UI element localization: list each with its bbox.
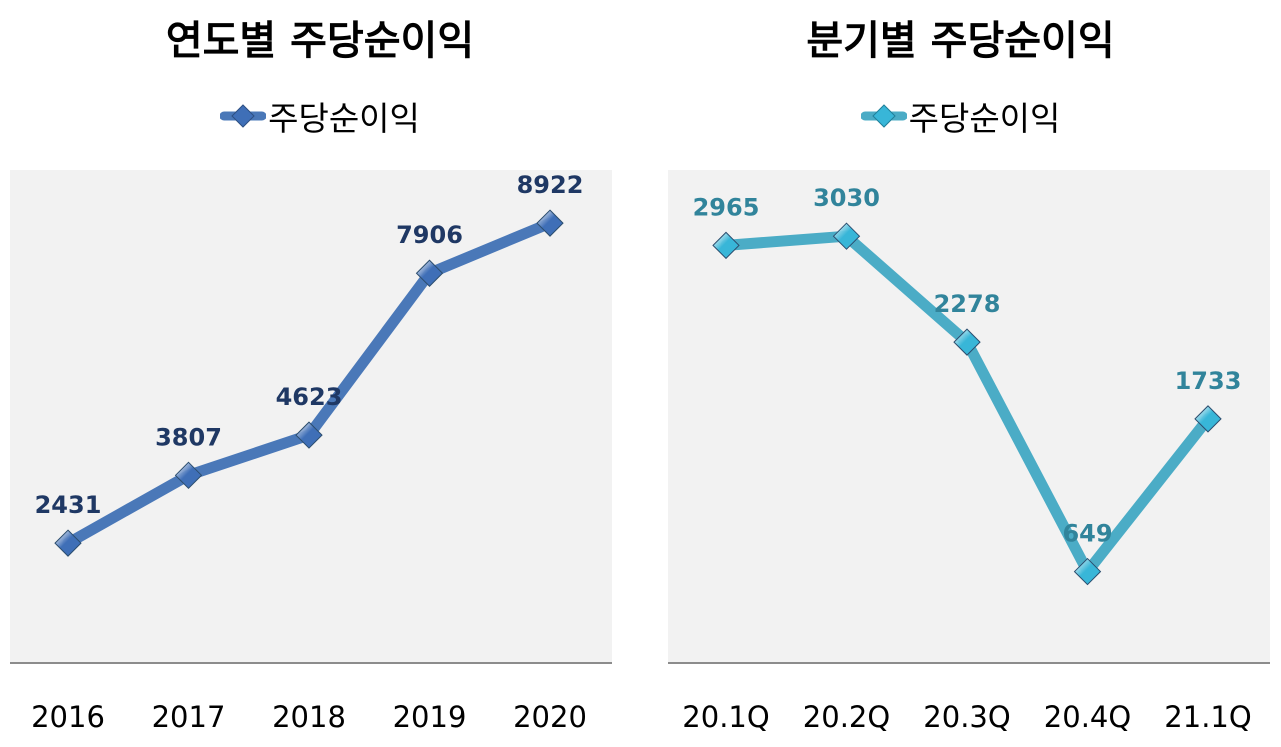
quarterly-series-line [720, 230, 1214, 578]
annual-x-tick-label: 2019 [393, 700, 467, 734]
quarterly-data-label: 649 [1062, 520, 1112, 548]
annual-data-point [295, 421, 323, 449]
quarterly-data-label: 2278 [934, 290, 1001, 318]
annual-chart-svg: 2431 3807 4623 7906 8922 2016 2017 2018 2019 2020 [31, 171, 587, 734]
annual-x-tick-label: 2017 [152, 700, 226, 734]
quarterly-chart-legend: 주당순이익 [640, 92, 1281, 140]
quarterly-x-tick-label: 20.4Q [1044, 700, 1131, 734]
quarterly-legend-line-marker-icon [860, 104, 907, 128]
annual-data-label: 8922 [517, 171, 584, 199]
annual-x-tick-label: 2020 [513, 700, 587, 734]
annual-x-tick-label: 2016 [31, 700, 105, 734]
annual-x-tick-label: 2018 [272, 700, 346, 734]
annual-legend-label: 주당순이익 [268, 99, 420, 138]
quarterly-data-point [832, 222, 861, 250]
annual-data-point [415, 259, 444, 287]
quarterly-data-label: 2965 [693, 193, 760, 221]
annual-eps-chart-panel: 연도별 주당순이익 주당순이익 2431 3807 4623 7906 8922 2016… [0, 0, 640, 747]
quarterly-eps-chart-panel: 분기별 주당순이익 주당순이익 2965 3030 2278 649 1733 20.1Q… [640, 0, 1281, 747]
quarterly-legend-label: 주당순이익 [908, 99, 1061, 138]
quarterly-chart-svg: 2965 3030 2278 649 1733 20.1Q 20.2Q 20.3Q 20.4Q 2… [682, 184, 1251, 734]
annual-data-label: 4623 [276, 383, 343, 411]
quarterly-data-point [953, 328, 981, 356]
annual-data-point [174, 461, 203, 490]
annual-data-label: 2431 [35, 491, 102, 519]
annual-chart-legend: 주당순이익 [0, 92, 640, 140]
quarterly-data-point [1194, 405, 1222, 433]
annual-data-point [536, 209, 564, 237]
quarterly-x-tick-label: 21.1Q [1164, 700, 1251, 734]
quarterly-x-tick-label: 20.3Q [923, 700, 1010, 734]
annual-plot-area [10, 170, 612, 663]
annual-x-axis-line [10, 662, 612, 664]
quarterly-data-point [1073, 557, 1102, 586]
annual-chart-title: 연도별 주당순이익 [165, 18, 475, 64]
quarterly-x-axis-line [668, 662, 1270, 664]
quarterly-x-tick-label: 20.2Q [803, 700, 890, 734]
quarterly-chart-title: 분기별 주당순이익 [806, 18, 1115, 64]
annual-data-label: 7906 [396, 221, 463, 249]
annual-data-point [54, 529, 82, 557]
annual-legend-line-marker-icon [220, 104, 267, 128]
quarterly-data-point [712, 231, 740, 260]
annual-data-label: 3807 [155, 423, 222, 451]
quarterly-data-label: 3030 [813, 184, 880, 212]
quarterly-x-tick-label: 20.1Q [682, 700, 769, 734]
quarterly-data-label: 1733 [1175, 367, 1242, 395]
quarterly-plot-area [668, 170, 1270, 663]
